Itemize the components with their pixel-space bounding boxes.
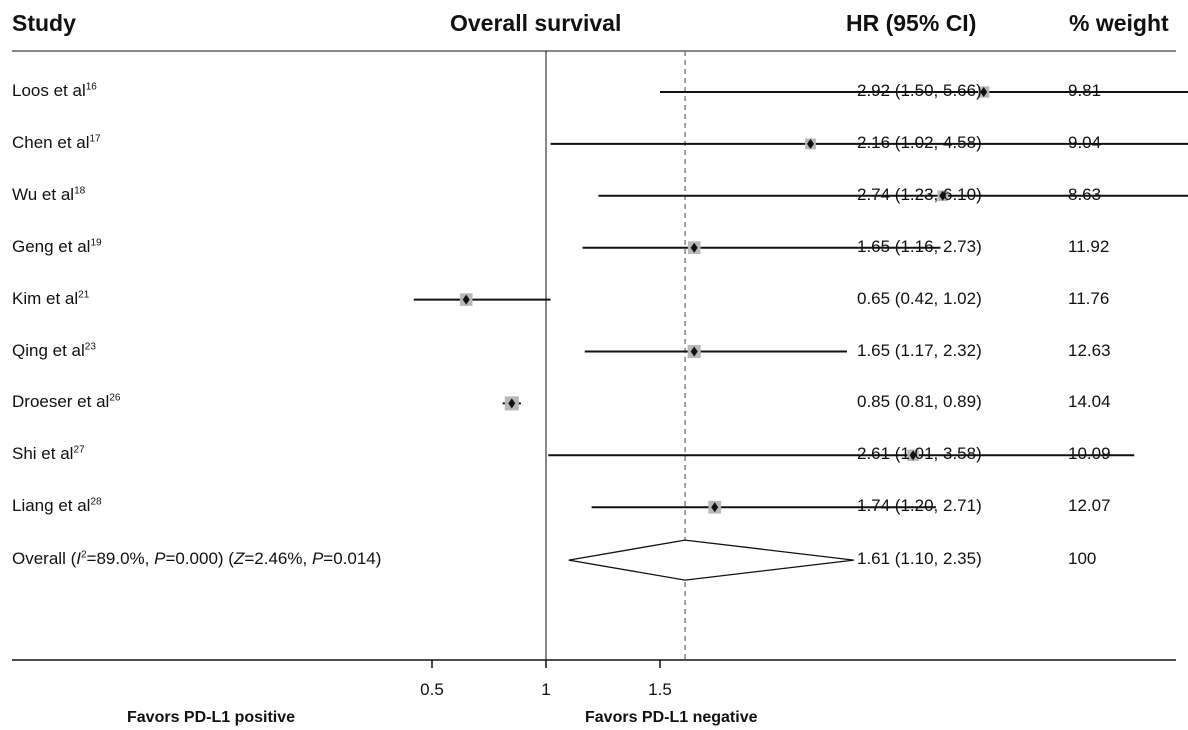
study-name: Kim et al xyxy=(12,288,79,308)
overall-label-part: Overall ( xyxy=(12,549,77,569)
overall-diamond xyxy=(568,539,854,581)
overall-label-part: =89.0%, xyxy=(86,549,155,569)
study-label: Qing et al23 xyxy=(12,341,96,361)
point-estimate xyxy=(806,138,814,149)
study-label: Shi et al27 xyxy=(12,444,85,464)
overall-hr-text: 1.61 (1.10, 2.35) xyxy=(857,549,982,569)
point-estimate xyxy=(462,294,470,305)
study-label: Geng et al19 xyxy=(12,237,102,257)
favors-right-label: Favors PD-L1 negative xyxy=(585,709,758,726)
study-label: Kim et al21 xyxy=(12,289,89,309)
overall-label-part: =2.46%, xyxy=(244,549,312,569)
overall-label-part: I xyxy=(76,549,81,569)
study-row xyxy=(413,293,551,306)
study-hr-text: 1.65 (1.17, 2.32) xyxy=(857,340,982,360)
study-weight-text: 11.92 xyxy=(1068,236,1110,256)
study-row xyxy=(582,241,941,255)
x-tick-label: 1 xyxy=(541,680,551,699)
study-row xyxy=(584,344,847,359)
point-estimate xyxy=(909,450,917,461)
study-hr-text: 2.61 (1.01, 3.58) xyxy=(857,444,982,464)
study-name: Geng et al xyxy=(12,236,91,256)
study-name: Wu et al xyxy=(12,184,75,204)
overall-label-part: P xyxy=(311,549,324,569)
study-weight-text: 11.76 xyxy=(1068,288,1110,308)
study-reference: 27 xyxy=(73,444,85,456)
header-hr-ci: HR (95% CI) xyxy=(846,10,977,36)
study-row xyxy=(548,449,1135,462)
study-reference: 19 xyxy=(90,237,102,249)
point-estimate xyxy=(690,242,698,253)
study-row xyxy=(598,190,1188,202)
header-overall-survival: Overall survival xyxy=(450,10,622,36)
study-weight-text: 9.04 xyxy=(1068,132,1102,152)
study-reference: 23 xyxy=(84,340,96,352)
study-reference: 17 xyxy=(89,133,101,145)
study-weight-text: 9.81 xyxy=(1068,81,1102,100)
favors-left-label: Favors PD-L1 positive xyxy=(127,709,296,726)
x-tick-label: 0.5 xyxy=(420,680,444,699)
study-label: Wu et al18 xyxy=(12,185,85,205)
point-estimate xyxy=(939,190,947,201)
study-row xyxy=(550,138,1188,150)
point-estimate xyxy=(690,346,698,357)
study-label: Droeser et al26 xyxy=(12,392,120,412)
point-estimate xyxy=(980,87,988,97)
overall-weight-text: 100 xyxy=(1068,549,1097,569)
overall-label-part: P xyxy=(154,549,166,569)
study-row xyxy=(591,500,936,514)
study-weight-text: 12.63 xyxy=(1068,340,1111,360)
study-hr-text: 0.85 (0.81, 0.89) xyxy=(857,392,982,412)
study-reference: 26 xyxy=(109,392,121,404)
study-row xyxy=(660,86,1188,98)
overall-label-part: Z xyxy=(233,549,245,569)
study-reference: 28 xyxy=(90,496,102,508)
x-tick-label: 1.5 xyxy=(648,680,672,699)
study-weight-text: 10.09 xyxy=(1068,444,1111,464)
study-name: Chen et al xyxy=(12,132,90,152)
study-weight-text: 14.04 xyxy=(1068,392,1111,412)
study-reference: 16 xyxy=(85,81,97,93)
study-name: Loos et al xyxy=(12,81,86,100)
overall-label-part: 2 xyxy=(80,549,87,561)
overall-label-part: =0.014) xyxy=(323,549,382,569)
study-hr-text: 0.65 (0.42, 1.02) xyxy=(857,288,982,308)
study-label: Chen et al17 xyxy=(12,133,101,153)
study-weight-text: 8.63 xyxy=(1068,184,1102,204)
study-hr-text: 2.92 (1.50, 5.66) xyxy=(857,81,982,100)
study-label: Loos et al16 xyxy=(12,81,97,101)
study-weight-text: 12.07 xyxy=(1068,496,1111,516)
study-name: Shi et al xyxy=(12,444,74,464)
study-reference: 18 xyxy=(74,185,86,197)
point-estimate xyxy=(711,502,719,513)
study-hr-text: 1.74 (1.20, 2.71) xyxy=(857,496,982,516)
study-name: Droeser et al xyxy=(12,392,110,412)
study-row xyxy=(502,396,521,411)
header-study: Study xyxy=(12,10,76,36)
study-hr-text: 2.74 (1.23, 6.10) xyxy=(857,184,982,204)
study-hr-text: 2.16 (1.02, 4.58) xyxy=(857,132,982,152)
point-estimate xyxy=(508,398,516,409)
study-label: Liang et al28 xyxy=(12,496,102,516)
study-name: Qing et al xyxy=(12,340,85,360)
header-weight: % weight xyxy=(1069,10,1169,36)
study-hr-text: 1.65 (1.16, 2.73) xyxy=(857,236,982,256)
overall-label: Overall (I2=89.0%, P=0.000) (Z=2.46%, P=… xyxy=(12,549,381,569)
study-reference: 21 xyxy=(78,288,90,300)
overall-label-part: =0.000) ( xyxy=(165,549,234,569)
study-name: Liang et al xyxy=(12,496,91,516)
